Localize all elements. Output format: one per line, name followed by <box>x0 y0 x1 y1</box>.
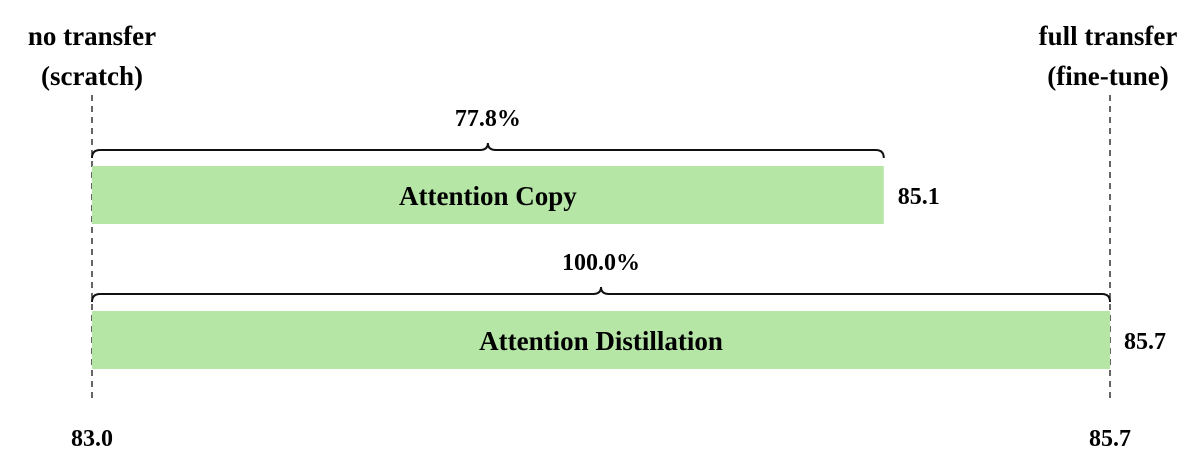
bar-value-label: 85.1 <box>898 184 940 210</box>
left-reference-line2: (scratch) <box>41 61 143 91</box>
bar-percent-label: 77.8% <box>455 106 521 132</box>
left-reference-line1: no transfer <box>28 21 156 51</box>
right-reference-line1: full transfer <box>1039 21 1178 51</box>
axis-tick-max: 85.7 <box>1089 426 1131 452</box>
bar-brace <box>91 142 885 159</box>
bar-brace <box>91 286 1111 303</box>
bar-name-label: Attention Copy <box>399 181 577 211</box>
bar-name-label: Attention Distillation <box>479 326 723 356</box>
bar-value-label: 85.7 <box>1124 329 1166 355</box>
right-reference-line2: (fine-tune) <box>1047 61 1168 91</box>
axis-tick-min: 83.0 <box>71 426 113 452</box>
bar-group: 77.8% Attention Copy 85.1 100.0% Attention D… <box>91 106 1166 369</box>
bar <box>92 311 1110 369</box>
bar <box>92 166 884 224</box>
bar-percent-label: 100.0% <box>562 250 640 276</box>
